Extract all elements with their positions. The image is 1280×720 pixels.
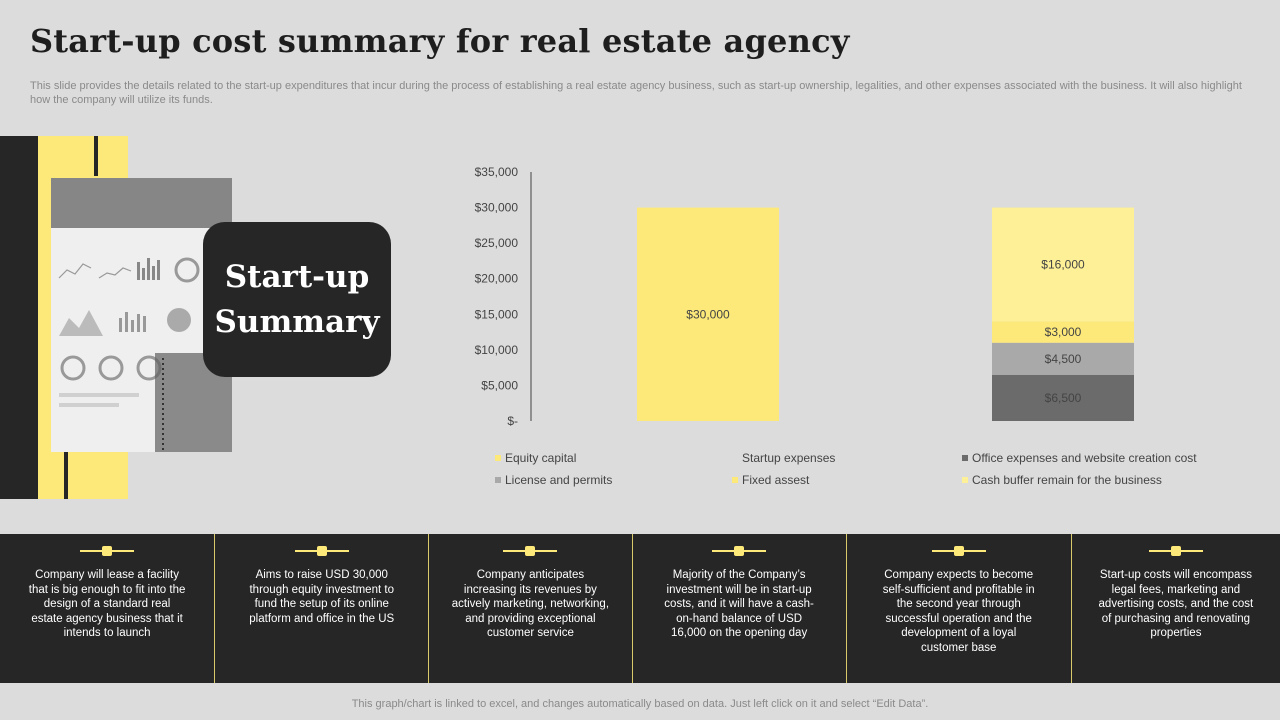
legend-item: Fixed assest xyxy=(732,473,962,487)
key-points-band: Company will lease a facility that is bi… xyxy=(0,534,1280,683)
y-tick-label: $30,000 xyxy=(475,201,519,215)
data-label: $16,000 xyxy=(1041,257,1085,271)
connector-icon xyxy=(1148,545,1203,557)
key-point-text: Majority of the Company’s investment wil… xyxy=(664,569,814,639)
bar-segment xyxy=(992,342,1134,375)
legend-swatch xyxy=(962,455,968,461)
key-point-1: Company will lease a facility that is bi… xyxy=(0,534,216,683)
chart-legend: Equity capital Startup expenses Office exp… xyxy=(495,451,1235,487)
decorative-black-strip xyxy=(0,136,38,499)
summary-label: Start-up Summary xyxy=(214,258,380,340)
y-tick-label: $15,000 xyxy=(475,307,519,321)
y-tick-label: $- xyxy=(507,414,518,428)
legend-label: Cash buffer remain for the business xyxy=(972,473,1162,487)
legend-swatch xyxy=(732,455,738,461)
legend-label: Office expenses and website creation cos… xyxy=(972,451,1197,465)
data-label: $3,000 xyxy=(1045,325,1082,339)
key-point-text: Company will lease a facility that is bi… xyxy=(28,569,186,639)
connector-icon xyxy=(294,545,349,557)
bar-segment xyxy=(992,207,1134,322)
legend-label: Startup expenses xyxy=(742,451,836,465)
y-tick-label: $35,000 xyxy=(475,165,519,179)
legend-label: License and permits xyxy=(505,473,613,487)
legend-item: Cash buffer remain for the business xyxy=(962,473,1242,487)
y-tick-label: $25,000 xyxy=(475,236,519,250)
decorative-line-top xyxy=(94,136,98,176)
dashboard-photo xyxy=(51,178,232,452)
legend-swatch xyxy=(495,455,501,461)
startup-cost-chart: $- $5,000 $10,000 $15,000 $20,000 $25,000 $30,… xyxy=(475,165,1134,428)
key-point-4: Majority of the Company’s investment wil… xyxy=(633,534,847,683)
data-label: $30,000 xyxy=(686,307,730,321)
key-point-5: Company expects to become self-sufficien… xyxy=(847,534,1072,683)
key-point-text: Company anticipates increasing its reven… xyxy=(451,569,610,639)
legend-item: Startup expenses xyxy=(732,451,962,465)
key-point-2: Aims to raise USD 30,000 through equity … xyxy=(215,534,430,683)
summary-label-box: Start-up Summary xyxy=(203,222,391,377)
data-label: $6,500 xyxy=(1045,391,1082,405)
legend-item: Office expenses and website creation cos… xyxy=(962,451,1242,465)
legend-label: Fixed assest xyxy=(742,473,810,487)
data-label: $4,500 xyxy=(1045,352,1082,366)
connector-icon xyxy=(80,545,135,557)
footer-note: This graph/chart is linked to excel, and… xyxy=(351,698,929,710)
y-tick-label: $10,000 xyxy=(475,343,519,357)
legend-item: Equity capital xyxy=(495,451,732,465)
decorative-line-bottom xyxy=(64,452,68,499)
connector-icon xyxy=(931,545,986,557)
bar-segment xyxy=(637,207,779,421)
y-tick-label: $20,000 xyxy=(475,272,519,286)
key-point-6: Start-up costs will encompass legal fees… xyxy=(1072,534,1280,683)
key-point-text: Aims to raise USD 30,000 through equity … xyxy=(249,569,395,625)
page-title: Start-up cost summary for real estate ag… xyxy=(30,22,850,60)
connector-icon xyxy=(712,545,767,557)
key-point-3: Company anticipates increasing its reven… xyxy=(429,534,633,683)
bar-segment xyxy=(992,374,1134,421)
legend-swatch xyxy=(962,477,968,483)
bar-segment xyxy=(992,321,1134,343)
key-point-text: Start-up costs will encompass legal fees… xyxy=(1098,569,1254,639)
legend-label: Equity capital xyxy=(505,451,577,465)
legend-swatch xyxy=(732,477,738,483)
legend-swatch xyxy=(495,477,501,483)
y-tick-label: $5,000 xyxy=(481,378,518,392)
page-subtitle: This slide provides the details related … xyxy=(30,80,1242,106)
key-point-text: Company expects to become self-sufficien… xyxy=(882,569,1035,654)
connector-icon xyxy=(503,545,558,557)
legend-item: License and permits xyxy=(495,473,732,487)
